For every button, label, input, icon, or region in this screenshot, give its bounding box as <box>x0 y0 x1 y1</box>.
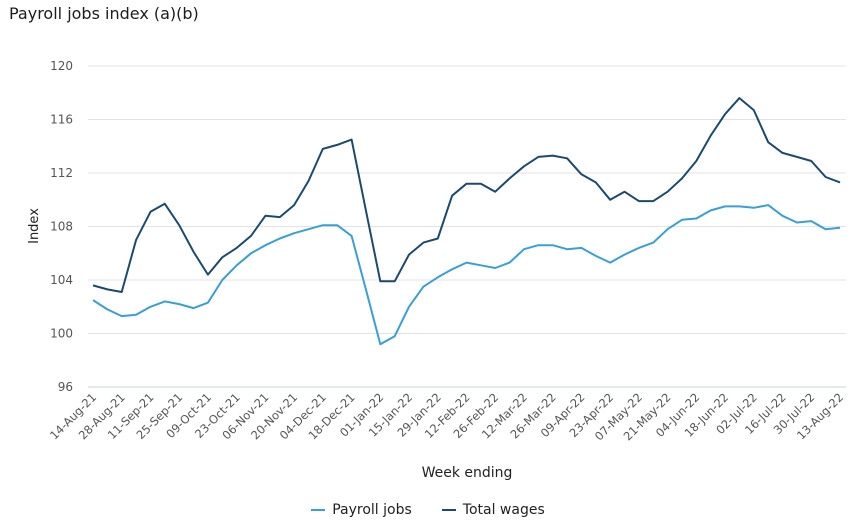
x-axis-ticks: 14-Aug-2128-Aug-2111-Sep-2125-Sep-2109-O… <box>47 390 846 443</box>
line-chart: 96 100 104 108 112 116 120 14-Aug-2128-Aug-211… <box>27 59 846 481</box>
y-tick-label: 100 <box>50 327 73 341</box>
legend-label: Total wages <box>462 502 545 518</box>
series-line-payroll-jobs <box>92 204 841 346</box>
y-axis-label: Index <box>27 208 42 244</box>
y-tick-label: 104 <box>50 273 73 287</box>
total-wages-swatch-icon <box>441 509 456 511</box>
legend-label: Payroll jobs <box>332 502 412 518</box>
y-axis-ticks: 96 100 104 108 112 116 120 <box>50 59 73 394</box>
chart-title: Payroll jobs index (a)(b) <box>9 4 199 23</box>
y-tick-label: 108 <box>50 220 73 234</box>
series-line-total-wages <box>92 97 841 293</box>
x-axis-label: Week ending <box>422 465 513 481</box>
y-tick-label: 116 <box>50 113 73 127</box>
series-lines <box>92 97 841 346</box>
legend-item-payroll-jobs[interactable]: Payroll jobs <box>311 502 412 518</box>
gridlines <box>88 65 846 388</box>
y-tick-label: 112 <box>50 166 73 180</box>
y-tick-label: 120 <box>50 59 73 73</box>
legend: Payroll jobs Total wages <box>0 502 856 518</box>
payroll-jobs-swatch-icon <box>311 509 326 511</box>
legend-item-total-wages[interactable]: Total wages <box>441 502 545 518</box>
y-tick-label: 96 <box>58 380 73 394</box>
